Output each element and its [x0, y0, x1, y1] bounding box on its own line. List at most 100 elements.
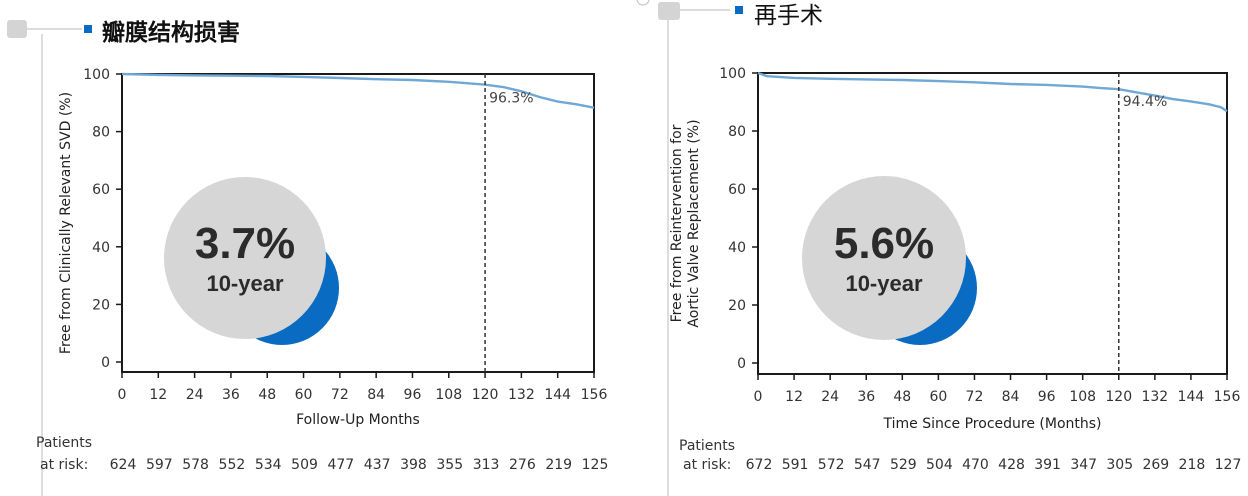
y-tick-label: 20	[728, 298, 746, 314]
at-risk-count: 624	[110, 457, 137, 473]
x-tick-label: 156	[1214, 389, 1241, 405]
ten-year-survival-label: 96.3%	[489, 91, 533, 107]
x-tick-label: 60	[295, 387, 313, 403]
at-risk-count: 552	[219, 457, 246, 473]
x-tick-label: 96	[1038, 389, 1056, 405]
at-risk-count: 428	[998, 457, 1025, 473]
x-tick-label: 144	[544, 387, 571, 403]
callout-gray-circle	[802, 176, 966, 340]
x-tick-label: 24	[821, 389, 839, 405]
y-tick-label: 60	[92, 182, 110, 198]
x-tick-label: 108	[435, 387, 462, 403]
at-risk-count: 347	[1070, 457, 1097, 473]
y-axis-title-line-2: Aortic Valve Replacement (%)	[686, 119, 702, 327]
x-tick-label: 120	[472, 387, 499, 403]
x-tick-label: 72	[966, 389, 984, 405]
at-risk-count: 276	[509, 457, 536, 473]
at-risk-count: 391	[1034, 457, 1061, 473]
at-risk-count: 437	[364, 457, 391, 473]
x-tick-label: 72	[331, 387, 349, 403]
y-axis-title: Free from Clinically Relevant SVD (%)	[58, 92, 74, 354]
y-tick-label: 60	[728, 182, 746, 198]
plot-frame	[121, 73, 595, 373]
x-tick-label: 144	[1178, 389, 1205, 405]
y-tick-label: 80	[92, 125, 110, 141]
y-tick-label: 100	[719, 66, 746, 82]
x-tick-label: 12	[785, 389, 803, 405]
at-risk-count: 672	[746, 457, 773, 473]
right-panel-ring-icon	[636, 0, 650, 6]
x-tick-label: 156	[581, 387, 608, 403]
at-risk-count: 125	[582, 457, 609, 473]
left-panel-title: 瓣膜结构损害	[102, 19, 240, 46]
x-tick-label: 0	[754, 389, 763, 405]
x-tick-label: 108	[1069, 389, 1096, 405]
x-tick-label: 84	[1002, 389, 1020, 405]
y-axis-title-line-1: Free from Reintervention for	[669, 124, 685, 322]
x-tick-label: 132	[508, 387, 535, 403]
left-panel-bullet-icon	[84, 25, 92, 33]
left-panel-square-icon	[7, 20, 27, 38]
right-panel-header: 再手术	[636, 0, 823, 496]
x-axis-title: Time Since Procedure (Months)	[882, 416, 1101, 432]
x-tick-label: 36	[857, 389, 875, 405]
y-tick-label: 20	[92, 297, 110, 313]
y-tick-label: 0	[737, 356, 746, 372]
at-risk-count: 509	[291, 457, 318, 473]
x-tick-label: 120	[1105, 389, 1132, 405]
reintervention-survival-chart: 0 20 40 60 80 100 0 12 24 36 48 60 72 84 96 108 120 132 14…	[669, 66, 1241, 473]
x-tick-label: 24	[186, 387, 204, 403]
at-risk-count: 534	[255, 457, 282, 473]
at-risk-count: 477	[327, 457, 354, 473]
at-risk-count: 269	[1142, 457, 1169, 473]
at-risk-count: 218	[1179, 457, 1206, 473]
survival-curve	[757, 71, 1228, 113]
plot-frame	[757, 72, 1228, 375]
at-risk-label-line-2: at risk:	[40, 457, 88, 473]
y-tick-label: 40	[728, 240, 746, 256]
y-tick-label: 80	[728, 124, 746, 140]
callout-percentage: 5.6%	[834, 219, 934, 268]
ten-year-survival-label: 94.4%	[1123, 94, 1167, 110]
at-risk-count: 127	[1215, 457, 1242, 473]
at-risk-count: 572	[818, 457, 845, 473]
at-risk-count: 305	[1106, 457, 1133, 473]
x-tick-label: 0	[118, 387, 127, 403]
at-risk-count: 529	[890, 457, 917, 473]
x-axis-title: Follow-Up Months	[296, 412, 420, 428]
x-tick-label: 12	[149, 387, 167, 403]
x-tick-label: 48	[893, 389, 911, 405]
x-tick-label: 36	[222, 387, 240, 403]
x-tick-label: 132	[1141, 389, 1168, 405]
at-risk-count: 398	[400, 457, 427, 473]
at-risk-label-line-1: Patients	[679, 438, 735, 454]
at-risk-count: 597	[146, 457, 173, 473]
at-risk-count: 547	[854, 457, 881, 473]
callout-subtitle: 10-year	[845, 271, 923, 296]
survival-curve	[121, 72, 595, 109]
callout-subtitle: 10-year	[206, 271, 284, 296]
x-tick-label: 84	[367, 387, 385, 403]
right-panel-title: 再手术	[754, 3, 823, 29]
y-tick-label: 0	[101, 355, 110, 371]
at-risk-count: 578	[182, 457, 209, 473]
callout-percentage: 3.7%	[195, 219, 295, 268]
callout-gray-circle	[164, 177, 326, 339]
y-tick-label: 100	[83, 67, 110, 83]
at-risk-label-line-1: Patients	[36, 435, 92, 451]
right-panel-square-icon	[658, 2, 680, 20]
left-panel-header: 瓣膜结构损害	[7, 19, 240, 496]
at-risk-count: 313	[473, 457, 500, 473]
right-panel-bullet-icon	[735, 6, 743, 14]
at-risk-label-line-2: at risk:	[683, 457, 731, 473]
at-risk-count: 470	[962, 457, 989, 473]
at-risk-count: 591	[782, 457, 809, 473]
x-tick-label: 96	[404, 387, 422, 403]
at-risk-count: 219	[545, 457, 572, 473]
at-risk-count: 355	[436, 457, 463, 473]
y-tick-label: 40	[92, 240, 110, 256]
x-tick-label: 48	[258, 387, 276, 403]
x-tick-label: 60	[929, 389, 947, 405]
at-risk-count: 504	[926, 457, 953, 473]
